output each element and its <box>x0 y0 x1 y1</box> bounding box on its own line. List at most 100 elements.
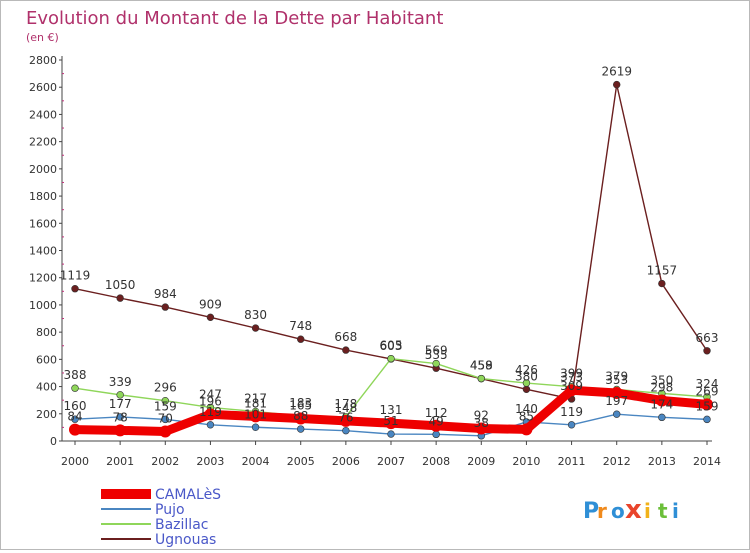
x-tick-label: 2002 <box>151 455 179 468</box>
x-tick-label: 2000 <box>61 455 89 468</box>
data-point-pujo <box>297 425 305 433</box>
data-label-ugnouas: 668 <box>334 330 357 344</box>
y-tick-label: 2600 <box>29 81 57 94</box>
data-point-pujo <box>658 413 666 422</box>
x-tick-label: 2007 <box>377 455 405 468</box>
legend-swatch-camal-s <box>101 489 151 499</box>
data-point-ugnouas <box>206 313 215 322</box>
x-tick-label: 2004 <box>242 455 270 468</box>
data-label-camal-s: 78 <box>113 410 128 424</box>
data-label-pujo: 160 <box>64 399 87 413</box>
data-point-ugnouas <box>116 294 124 302</box>
data-point-bazillac <box>477 374 485 383</box>
data-point-camal-s <box>294 412 307 425</box>
data-label-camal-s: 112 <box>425 406 448 420</box>
legend-label-pujo: Pujo <box>155 502 185 518</box>
data-point-camal-s <box>69 423 81 436</box>
y-tick-label: 2800 <box>29 54 57 67</box>
x-tick-label: 2011 <box>558 455 586 468</box>
data-label-bazillac: 399 <box>560 367 583 381</box>
y-tick-label: 1800 <box>29 190 57 203</box>
x-tick-label: 2006 <box>332 455 360 468</box>
data-point-bazillac <box>116 391 124 399</box>
data-label-ugnouas: 380 <box>515 369 538 383</box>
data-point-camal-s <box>565 384 578 397</box>
data-point-ugnouas <box>342 346 350 354</box>
data-label-ugnouas: 1050 <box>105 278 136 292</box>
data-label-pujo: 119 <box>560 405 583 419</box>
data-point-camal-s <box>430 419 443 432</box>
proxiti-logo: Pr o x i t i <box>583 495 679 525</box>
data-label-camal-s: 181 <box>244 396 267 410</box>
data-point-pujo <box>342 426 350 435</box>
y-tick-label: 200 <box>36 408 57 421</box>
x-tick-label: 2003 <box>196 455 224 468</box>
data-label-camal-s: 298 <box>650 380 673 394</box>
data-label-bazillac: 217 <box>244 391 267 405</box>
data-label-camal-s: 84 <box>67 410 82 424</box>
data-point-ugnouas <box>703 347 711 355</box>
data-label-pujo: 88 <box>293 409 308 423</box>
data-label-camal-s: 353 <box>605 373 628 387</box>
data-label-bazillac: 247 <box>199 387 222 401</box>
data-point-pujo <box>613 410 621 418</box>
data-label-ugnouas: 458 <box>470 359 493 373</box>
data-label-ugnouas: 830 <box>244 308 267 322</box>
data-label-pujo: 76 <box>338 411 353 425</box>
data-point-ugnouas <box>522 385 531 393</box>
data-point-pujo <box>116 413 124 421</box>
data-labels-layer: 1119 1050 984 909 830 748 668 603 535 458 380 309 26… <box>60 65 719 430</box>
data-point-bazillac <box>432 359 440 368</box>
data-point-camal-s <box>610 386 623 399</box>
x-tick-label: 2008 <box>422 455 450 468</box>
data-label-bazillac: 459 <box>470 359 493 373</box>
data-label-camal-s: 165 <box>289 399 312 413</box>
data-point-camal-s <box>114 424 127 437</box>
data-label-pujo: 119 <box>199 405 222 419</box>
x-tick-label: 2014 <box>693 455 721 468</box>
data-point-camal-s <box>249 410 262 423</box>
y-tick-label: 1400 <box>29 245 57 258</box>
data-label-pujo: 174 <box>650 397 673 411</box>
data-label-bazillac: 178 <box>334 397 357 411</box>
logo-letter: i <box>672 499 679 523</box>
data-label-bazillac: 379 <box>605 369 628 383</box>
data-label-ugnouas: 309 <box>560 379 583 393</box>
data-point-camal-s <box>159 425 172 438</box>
data-point-ugnouas <box>658 279 666 288</box>
data-point-camal-s <box>701 398 713 411</box>
data-label-pujo: 49 <box>429 414 444 428</box>
data-point-pujo <box>251 423 260 431</box>
data-label-camal-s: 131 <box>380 403 403 417</box>
data-label-pujo: 197 <box>605 394 628 408</box>
data-label-ugnouas: 984 <box>154 287 177 301</box>
data-point-ugnouas <box>613 80 621 89</box>
data-label-bazillac: 324 <box>696 377 719 391</box>
data-label-ugnouas: 603 <box>380 339 403 353</box>
logo-letter: t <box>658 499 668 523</box>
data-point-camal-s <box>385 417 397 430</box>
data-label-camal-s: 196 <box>199 394 222 408</box>
legend-label-bazillac: Bazillac <box>155 517 208 533</box>
y-tick-label: 1600 <box>29 217 57 230</box>
logo-letter: r <box>597 499 607 523</box>
y-tick-label: 2400 <box>29 108 57 121</box>
data-point-bazillac <box>161 397 169 405</box>
legend-label-ugnouas: Ugnouas <box>155 532 216 548</box>
y-tick-label: 2200 <box>29 136 57 149</box>
data-point-ugnouas <box>71 285 79 293</box>
data-point-ugnouas <box>251 324 260 332</box>
chart-title: Evolution du Montant de la Dette par Hab… <box>26 8 443 29</box>
data-label-camal-s: 269 <box>696 384 719 398</box>
data-point-pujo <box>161 415 169 424</box>
data-point-pujo <box>387 430 395 438</box>
data-label-bazillac: 605 <box>380 339 403 353</box>
data-point-pujo <box>71 415 79 423</box>
data-point-camal-s <box>475 422 488 435</box>
data-label-bazillac: 350 <box>650 373 673 387</box>
data-label-pujo: 159 <box>696 399 719 413</box>
data-label-pujo: 140 <box>515 402 538 416</box>
data-label-pujo: 51 <box>383 414 398 428</box>
